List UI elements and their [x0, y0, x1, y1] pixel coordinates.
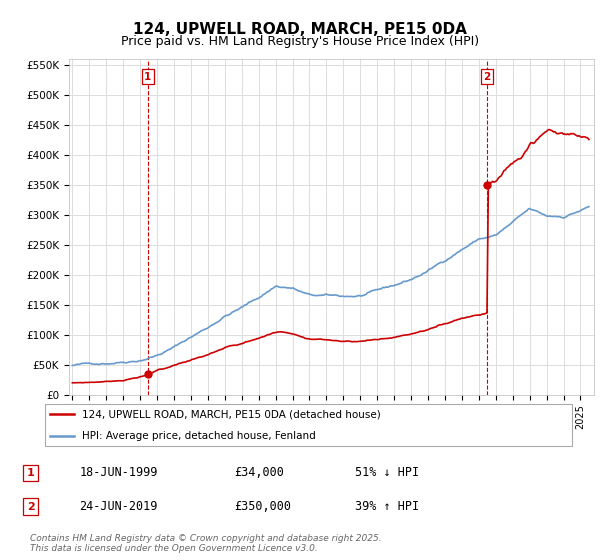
Text: 2: 2 — [27, 502, 34, 511]
Text: 124, UPWELL ROAD, MARCH, PE15 0DA: 124, UPWELL ROAD, MARCH, PE15 0DA — [133, 22, 467, 38]
Text: 51% ↓ HPI: 51% ↓ HPI — [355, 466, 419, 479]
Text: HPI: Average price, detached house, Fenland: HPI: Average price, detached house, Fenl… — [82, 431, 316, 441]
Text: Contains HM Land Registry data © Crown copyright and database right 2025.
This d: Contains HM Land Registry data © Crown c… — [30, 534, 382, 553]
Text: 24-JUN-2019: 24-JUN-2019 — [79, 500, 158, 513]
Text: 124, UPWELL ROAD, MARCH, PE15 0DA (detached house): 124, UPWELL ROAD, MARCH, PE15 0DA (detac… — [82, 409, 381, 419]
Text: Price paid vs. HM Land Registry's House Price Index (HPI): Price paid vs. HM Land Registry's House … — [121, 35, 479, 48]
Text: 1: 1 — [27, 468, 34, 478]
Text: £350,000: £350,000 — [234, 500, 291, 513]
Text: £34,000: £34,000 — [234, 466, 284, 479]
Text: 1: 1 — [144, 72, 152, 82]
Text: 18-JUN-1999: 18-JUN-1999 — [79, 466, 158, 479]
Text: 2: 2 — [484, 72, 491, 82]
Text: 39% ↑ HPI: 39% ↑ HPI — [355, 500, 419, 513]
FancyBboxPatch shape — [44, 404, 572, 446]
